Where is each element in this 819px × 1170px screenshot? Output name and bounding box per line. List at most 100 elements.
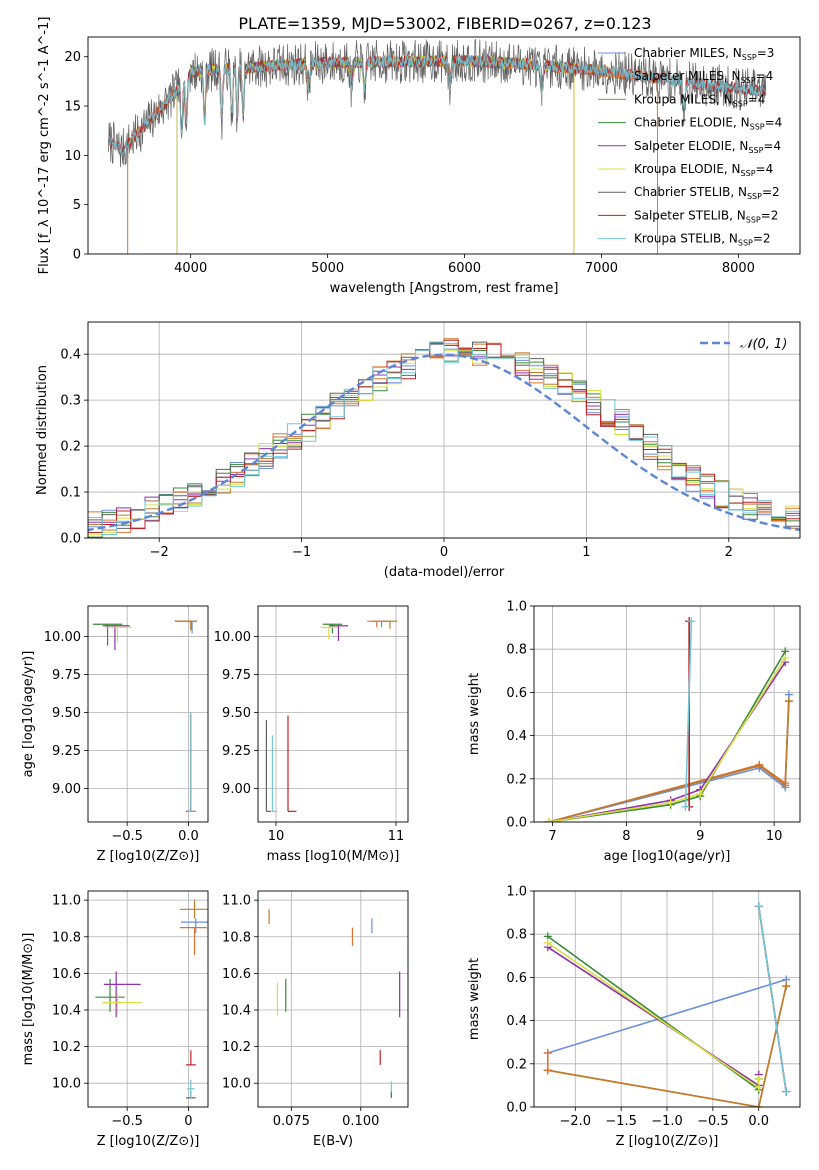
figure-title: PLATE=1359, MJD=53002, FIBERID=0267, z=0…	[238, 14, 651, 33]
point-kroupa_elodie	[320, 626, 338, 640]
point-chabrier_miles	[181, 918, 208, 934]
x-axis-label: Z [log10(Z/Z⊙)]	[97, 849, 200, 864]
y-tick-label: 0.0	[60, 532, 81, 547]
y-tick-label: 10.2	[52, 1040, 81, 1055]
axes-frame	[533, 890, 801, 1108]
axes-frame	[87, 36, 801, 255]
x-tick-label: −0.5	[697, 1114, 729, 1129]
x-tick-label: 10	[766, 829, 783, 844]
subplot-residuals: −2 −1 0 1 2 0.0 0.1 0.2 0.3 0.4 (data-model)/error…	[35, 321, 801, 580]
y-tick-label: 10.0	[52, 1077, 81, 1092]
y-tick-label: 0.4	[60, 348, 81, 363]
y-tick-label: 9.75	[52, 668, 81, 683]
x-axis-label: age [log10(age/yr)]	[604, 849, 731, 864]
subplot-spectrum: 4000 5000 6000 7000 8000 0 5 10 15 20 wavelength […	[37, 17, 801, 296]
y-tick-label: 20	[64, 50, 81, 65]
x-axis-label: (data-model)/error	[384, 565, 505, 580]
series-chabrier_elodie	[543, 932, 763, 1094]
x-tick-label: −0.5	[111, 829, 143, 844]
x-tick-label: 1	[582, 545, 590, 560]
plot-area	[544, 617, 793, 822]
y-tick-label: 10.4	[222, 1003, 251, 1018]
y-tick-label: 0	[73, 248, 81, 263]
y-tick-label: 9.25	[52, 744, 81, 759]
x-tick-label: 10	[268, 829, 285, 844]
series-line-kroupa_elodie	[548, 657, 786, 822]
series-chabrier_elodie	[544, 647, 790, 822]
x-tick-label: 5000	[311, 261, 344, 276]
x-tick-label: −2.0	[559, 1114, 591, 1129]
axes-frame	[533, 605, 801, 823]
x-tick-label: 11	[388, 829, 405, 844]
legend-entry-kroupa_elodie: Kroupa ELODIE, NSSP=4	[634, 162, 773, 178]
plot-area	[108, 39, 767, 254]
series-line-salpeter_elodie	[548, 661, 786, 822]
x-tick-label: 0.075	[273, 1114, 310, 1129]
point-salpeter_stelib	[185, 1050, 196, 1066]
x-tick-label: −1.0	[651, 1114, 683, 1129]
y-tick-label: 1.0	[506, 600, 527, 615]
series-marker	[754, 1074, 763, 1083]
x-tick-label: 0	[184, 1114, 192, 1129]
legend-entry-salpeter_miles: Salpeter MILES, NSSP=4	[634, 69, 773, 85]
x-axis-label: Z [log10(Z/Z⊙)]	[97, 1134, 200, 1149]
series-salpeter_miles	[543, 1049, 552, 1075]
series-kroupa_stelib	[681, 617, 696, 811]
series-line-salpeter_elodie	[547, 946, 760, 1087]
y-axis-label: Flux [f_λ 10^-17 erg cm^-2 s^-1 A^-1]	[37, 17, 52, 275]
point-salpeter_miles	[174, 620, 197, 631]
series-marker	[543, 938, 552, 947]
series-line-kroupa_stelib	[684, 621, 693, 807]
y-tick-label: 10.4	[52, 1003, 81, 1018]
y-tick-label: 10.8	[222, 930, 251, 945]
spectrum-model-kroupa_elodie	[176, 54, 575, 254]
y-tick-label: 5	[73, 198, 81, 213]
y-tick-label: 0.6	[506, 971, 527, 986]
y-tick-label: 0.0	[506, 1101, 527, 1116]
legend-entry-kroupa_stelib: Kroupa STELIB, NSSP=2	[634, 232, 771, 248]
y-tick-label: 9.50	[52, 706, 81, 721]
point-kroupa_stelib	[187, 1079, 195, 1098]
series-kroupa_stelib	[754, 902, 791, 1096]
spectrum-data-line	[108, 39, 767, 168]
series-marker	[754, 902, 763, 911]
plot-area	[95, 900, 208, 1099]
x-tick-label: −2	[150, 545, 169, 560]
series-marker	[544, 818, 553, 822]
subplot-weight_vs_Z: −2.0 −1.5 −1.0 −0.5 0.0 0.0 0.2 0.4 0.6 0.8 1.0 Z […	[467, 885, 801, 1149]
y-tick-label: 9.00	[52, 782, 81, 797]
subplot-mass_vs_Z: −0.5 0 10.0 10.2 10.4 10.6 10.8 11.0 Z [log10(Z/…	[21, 890, 209, 1149]
x-tick-label: 0.0	[178, 829, 199, 844]
x-tick-label: 8000	[722, 261, 755, 276]
y-tick-label: 0.0	[506, 816, 527, 831]
series-kroupa_miles	[544, 697, 793, 822]
x-axis-label: E(B-V)	[313, 1134, 353, 1149]
point-salpeter_miles	[179, 927, 207, 956]
point-salpeter_elodie	[102, 625, 130, 651]
point-chabrier_miles	[372, 620, 389, 628]
x-tick-label: −0.5	[111, 1114, 143, 1129]
point-salpeter_elodie	[328, 625, 348, 641]
spectrum-model-kroupa_stelib	[108, 53, 767, 156]
point-kroupa_miles	[179, 900, 208, 919]
plot-area	[265, 620, 398, 812]
series-salpeter_elodie	[544, 658, 790, 822]
series-marker	[543, 1049, 552, 1057]
series-marker	[755, 761, 764, 770]
series-line-salpeter_miles	[548, 700, 790, 822]
y-tick-label: 10.6	[222, 967, 251, 982]
y-tick-label: 0.3	[60, 394, 81, 409]
spectrum-model-salpeter_elodie	[176, 53, 575, 254]
series-marker	[754, 1103, 763, 1107]
y-tick-label: 0.1	[60, 486, 81, 501]
point-kroupa_miles	[382, 620, 398, 629]
legend-entry-chabrier_stelib: Chabrier STELIB, NSSP=2	[634, 185, 780, 201]
y-tick-label: 9.00	[222, 782, 251, 797]
y-tick-label: 1.0	[506, 885, 527, 900]
x-tick-label: 4000	[174, 261, 207, 276]
point-salpeter_elodie	[103, 971, 141, 1018]
series-marker	[782, 1087, 791, 1096]
y-tick-label: 0.2	[506, 1057, 527, 1072]
x-tick-label: 7	[548, 829, 556, 844]
